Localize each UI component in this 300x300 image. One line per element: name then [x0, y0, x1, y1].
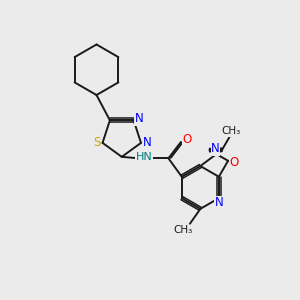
Text: N: N — [135, 112, 143, 125]
Text: O: O — [183, 133, 192, 146]
Text: CH₃: CH₃ — [174, 225, 193, 235]
Text: N: N — [215, 196, 224, 209]
Text: CH₃: CH₃ — [221, 126, 241, 136]
Text: S: S — [94, 136, 101, 149]
Text: N: N — [143, 136, 152, 149]
Text: N: N — [211, 142, 220, 155]
Text: HN: HN — [136, 152, 152, 162]
Text: O: O — [230, 156, 239, 169]
